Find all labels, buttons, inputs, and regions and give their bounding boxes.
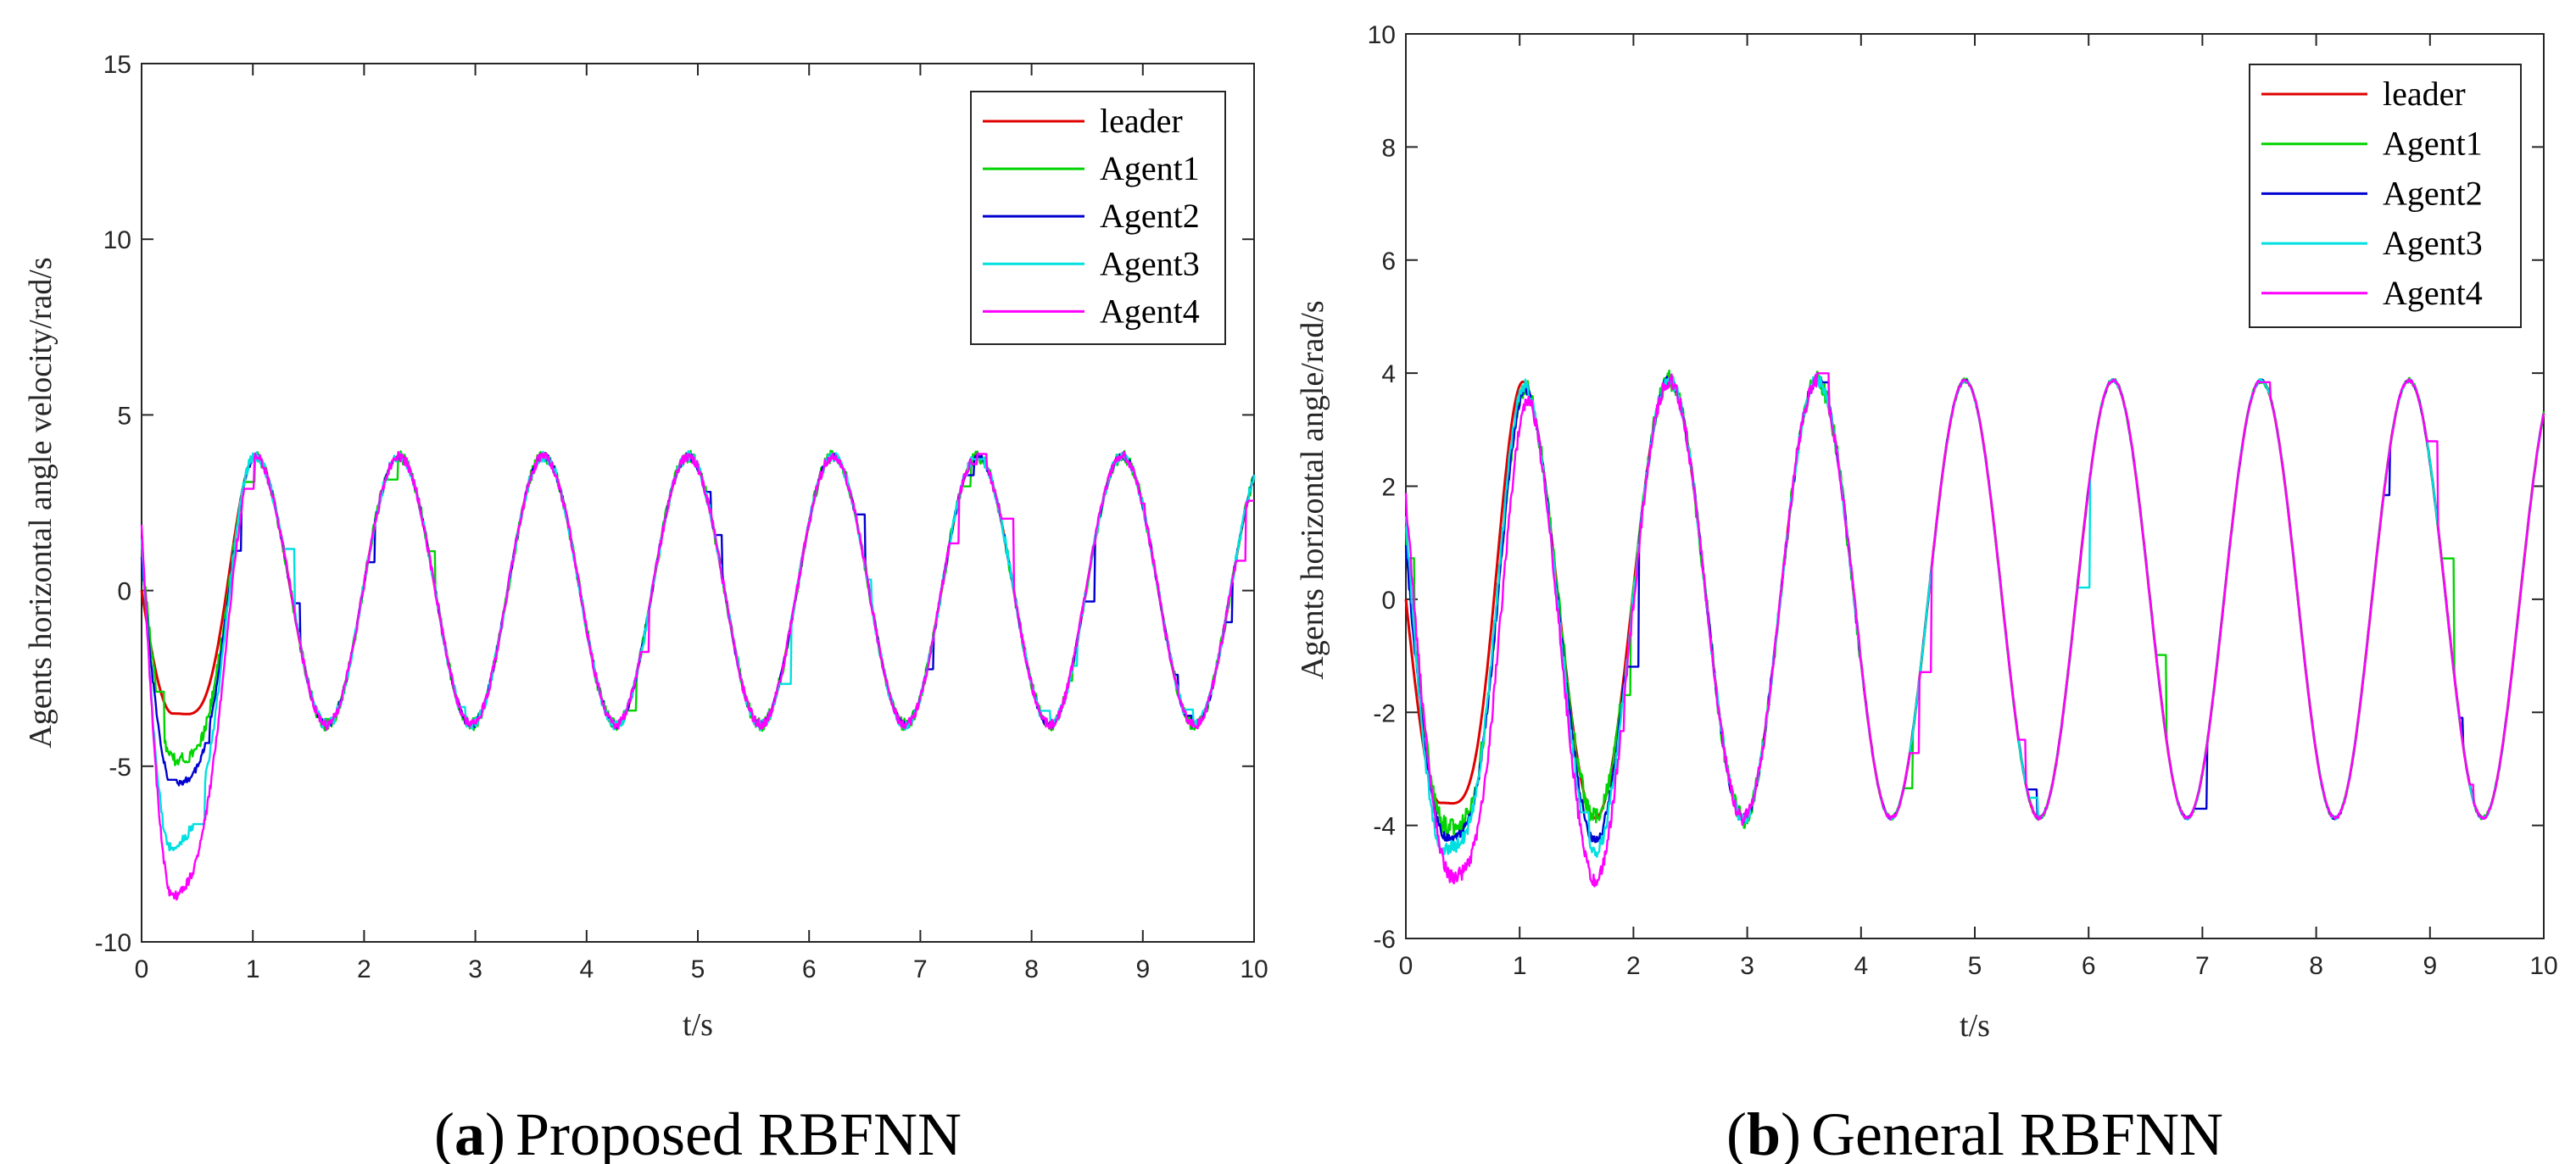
legend-label-agent4: Agent4 <box>2383 274 2483 312</box>
x-tick-label: 10 <box>1240 955 1268 983</box>
legend-label-leader: leader <box>1100 102 1183 140</box>
legend-label-agent1: Agent1 <box>1100 149 1200 187</box>
legend-label-agent2: Agent2 <box>1100 197 1200 235</box>
x-tick-label: 5 <box>691 955 705 983</box>
legend-label-agent1: Agent1 <box>2383 125 2483 163</box>
series-group-a <box>140 449 1256 901</box>
y-tick-label: 2 <box>1381 474 1396 502</box>
x-tick-label: 7 <box>913 955 928 983</box>
legend-box <box>2249 64 2522 328</box>
caption-a-letter: a <box>454 1100 485 1164</box>
y-tick-label: 10 <box>1368 21 1396 49</box>
legend-a: leader Agent1 Agent2 Agent3 Agent4 <box>970 91 1226 345</box>
caption-a: (a) Proposed RBFNN <box>434 1100 962 1164</box>
x-tick-label: 9 <box>2423 952 2437 980</box>
x-tick-label: 5 <box>1968 952 1982 980</box>
panel-b: 0 1 2 3 4 5 6 7 8 9 10 -6 -4 -2 0 2 4 6 8 10 leader Agent1 Ag… <box>1295 21 2558 1164</box>
y-tick-label: -5 <box>109 754 131 782</box>
y-tick-label: -2 <box>1373 699 1396 727</box>
tick-marks-b: 0 1 2 3 4 5 6 7 8 9 10 -6 -4 -2 0 2 4 6 8 10 <box>1368 21 2558 980</box>
caption-b: (b) General RBFNN <box>1726 1100 2223 1164</box>
x-tick-label: 4 <box>579 955 594 983</box>
x-tick-label: 10 <box>2529 952 2557 980</box>
y-tick-label: -6 <box>1373 926 1396 954</box>
x-tick-label: 8 <box>2309 952 2323 980</box>
legend-label-agent4: Agent4 <box>1100 292 1200 330</box>
legend-label-agent3: Agent3 <box>2383 224 2483 262</box>
y-tick-label: -10 <box>95 929 131 957</box>
x-tick-label: 3 <box>468 955 482 983</box>
legend-b: leader Agent1 Agent2 Agent3 Agent4 <box>2249 64 2522 328</box>
x-tick-label: 2 <box>1626 952 1641 980</box>
y-tick-label: 0 <box>1381 587 1396 615</box>
series-group-b <box>1404 369 2545 888</box>
legend-label-leader: leader <box>2383 75 2466 113</box>
panel-a: 0 1 2 3 4 5 6 7 8 9 10 -10 -5 0 5 10 15 leader Agent1 Agen… <box>23 51 1268 1164</box>
caption-b-close: ) <box>1781 1100 1801 1164</box>
y-tick-label: 4 <box>1381 360 1396 388</box>
tick-marks-a: 0 1 2 3 4 5 6 7 8 9 10 -10 -5 0 5 10 15 <box>95 51 1268 983</box>
caption-b-open: ( <box>1726 1100 1747 1164</box>
x-tick-label: 0 <box>1399 952 1413 980</box>
caption-a-text: Proposed RBFNN <box>516 1100 962 1164</box>
caption-a-close: ) <box>485 1100 505 1164</box>
x-tick-label: 1 <box>246 955 260 983</box>
x-tick-label: 8 <box>1024 955 1039 983</box>
legend-label-agent2: Agent2 <box>2383 174 2483 212</box>
y-tick-label: 15 <box>103 51 131 79</box>
y-tick-label: 8 <box>1381 134 1396 162</box>
x-tick-label: 6 <box>802 955 817 983</box>
xlabel-a: t/s <box>683 1007 713 1043</box>
x-tick-label: 4 <box>1854 952 1868 980</box>
caption-a-open: ( <box>434 1100 454 1164</box>
ylabel-a: Agents horizontal angle velocity/rad/s <box>23 257 59 748</box>
y-tick-label: 0 <box>117 578 131 606</box>
legend-box <box>970 91 1226 345</box>
x-tick-label: 7 <box>2195 952 2210 980</box>
y-tick-label: 5 <box>117 402 131 430</box>
y-tick-label: 6 <box>1381 248 1396 276</box>
x-tick-label: 6 <box>2082 952 2096 980</box>
legend-label-agent3: Agent3 <box>1100 244 1200 282</box>
caption-b-letter: b <box>1747 1100 1781 1164</box>
y-tick-label: 10 <box>103 226 131 254</box>
x-tick-label: 3 <box>1740 952 1754 980</box>
x-tick-label: 1 <box>1513 952 1527 980</box>
x-tick-label: 0 <box>135 955 149 983</box>
x-tick-label: 9 <box>1135 955 1150 983</box>
series-line-agent4 <box>140 450 1255 901</box>
xlabel-b: t/s <box>1960 1008 1990 1044</box>
caption-b-text: General RBFNN <box>1811 1100 2223 1164</box>
series-line-agent4 <box>1404 372 2545 888</box>
x-tick-label: 2 <box>357 955 371 983</box>
y-tick-label: -4 <box>1373 813 1396 841</box>
ylabel-b: Agents horizontal angle/rad/s <box>1295 300 1330 679</box>
